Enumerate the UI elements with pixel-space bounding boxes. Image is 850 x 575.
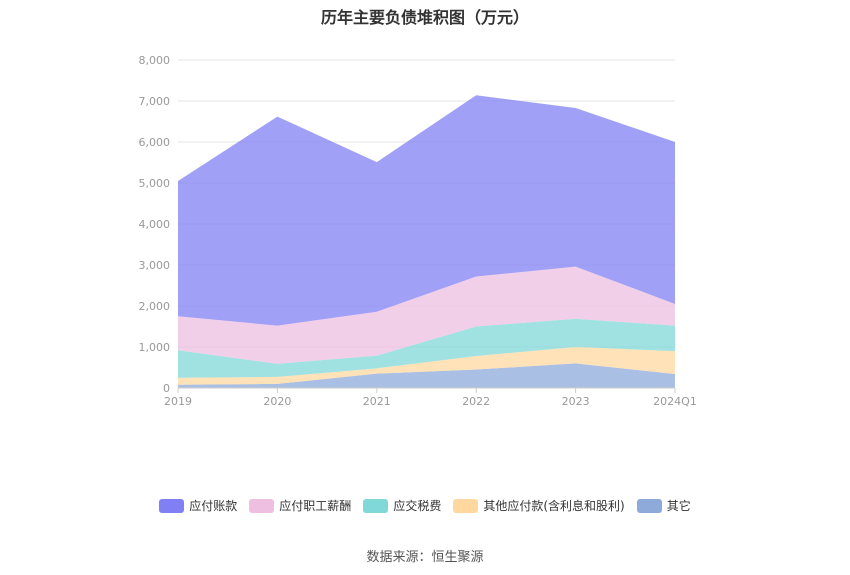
- x-tick-label: 2019: [164, 395, 192, 408]
- x-tick-label: 2022: [462, 395, 490, 408]
- legend-label: 应交税费: [393, 499, 442, 513]
- area-chart: 0 1,000 2,000 3,000 4,000 5,000 6,000 7,000 8,00…: [139, 54, 697, 408]
- x-tick-label: 2021: [363, 395, 391, 408]
- y-tick-label: 2,000: [139, 300, 171, 313]
- legend-swatch: [453, 498, 479, 513]
- area-series-2: [178, 318, 675, 378]
- legend: 应付账款 应付职工薪酬 应交税费 其他应付款(含利息和股利) 其它: [0, 497, 850, 514]
- legend-item[interactable]: 其他应付款(含利息和股利): [453, 497, 625, 514]
- y-tick-label: 0: [163, 382, 170, 395]
- area-series-4: [178, 95, 675, 326]
- chart-title: 历年主要负债堆积图（万元）: [320, 8, 529, 27]
- area-series-1: [178, 347, 675, 385]
- legend-item[interactable]: 应付账款: [159, 497, 237, 514]
- x-tick-label: 2023: [562, 395, 590, 408]
- legend-item[interactable]: 应付职工薪酬: [249, 497, 351, 514]
- y-tick-label: 5,000: [139, 177, 171, 190]
- legend-label: 其他应付款(含利息和股利): [483, 499, 625, 513]
- y-tick-label: 8,000: [139, 54, 171, 67]
- y-tick-label: 6,000: [139, 136, 171, 149]
- legend-label: 应付账款: [189, 499, 238, 513]
- legend-label: 应付职工薪酬: [279, 499, 352, 513]
- y-tick-label: 7,000: [139, 95, 171, 108]
- y-tick-label: 1,000: [139, 341, 171, 354]
- y-tick-label: 4,000: [139, 218, 171, 231]
- legend-swatch: [636, 498, 662, 513]
- y-tick-label: 3,000: [139, 259, 171, 272]
- legend-item[interactable]: 应交税费: [363, 497, 441, 514]
- data-source: 数据来源：恒生聚源: [366, 550, 484, 565]
- area-series-0: [178, 363, 675, 388]
- area-series-3: [178, 266, 675, 364]
- legend-swatch: [249, 498, 275, 513]
- legend-swatch: [363, 498, 389, 513]
- legend-label: 其它: [666, 499, 691, 513]
- x-tick-label: 2020: [263, 395, 291, 408]
- legend-item[interactable]: 其它: [636, 497, 691, 514]
- x-tick-label: 2024Q1: [653, 395, 697, 408]
- legend-swatch: [159, 498, 185, 513]
